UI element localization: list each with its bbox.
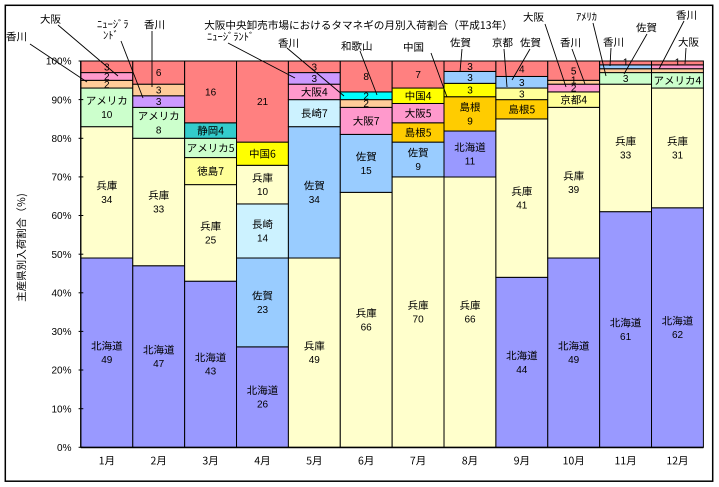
svg-text:7: 7 xyxy=(415,70,421,81)
svg-text:41: 41 xyxy=(516,201,528,212)
svg-text:43: 43 xyxy=(205,367,217,378)
svg-text:3: 3 xyxy=(519,89,525,100)
svg-text:2: 2 xyxy=(571,84,577,95)
svg-text:2: 2 xyxy=(363,91,369,102)
svg-text:26: 26 xyxy=(257,400,269,411)
svg-text:10: 10 xyxy=(257,187,269,198)
svg-text:25: 25 xyxy=(205,235,217,246)
svg-text:3: 3 xyxy=(519,78,525,89)
svg-text:1: 1 xyxy=(571,76,577,87)
svg-text:1: 1 xyxy=(675,58,681,69)
svg-text:2: 2 xyxy=(363,99,369,110)
svg-text:9: 9 xyxy=(415,162,421,173)
svg-text:60%: 60% xyxy=(51,211,71,222)
svg-text:34: 34 xyxy=(101,195,113,206)
svg-text:10%: 10% xyxy=(51,404,71,415)
svg-text:33: 33 xyxy=(153,205,165,216)
svg-text:8: 8 xyxy=(363,72,369,83)
svg-text:5: 5 xyxy=(571,66,577,77)
svg-text:49: 49 xyxy=(568,355,580,366)
svg-text:16: 16 xyxy=(205,88,217,99)
svg-text:14: 14 xyxy=(257,234,269,245)
svg-text:66: 66 xyxy=(361,322,373,333)
svg-text:8: 8 xyxy=(156,125,162,136)
svg-text:39: 39 xyxy=(568,185,580,196)
svg-text:2: 2 xyxy=(104,72,110,83)
svg-text:0%: 0% xyxy=(57,443,72,454)
svg-text:15: 15 xyxy=(361,166,373,177)
svg-text:47: 47 xyxy=(153,359,165,370)
svg-text:62: 62 xyxy=(672,330,684,341)
svg-text:70%: 70% xyxy=(51,173,71,184)
svg-text:20%: 20% xyxy=(51,366,71,377)
svg-text:9: 9 xyxy=(467,116,473,127)
svg-text:70: 70 xyxy=(413,315,425,326)
svg-text:3: 3 xyxy=(156,97,162,108)
svg-text:100%: 100% xyxy=(46,57,72,68)
svg-text:21: 21 xyxy=(257,97,269,108)
svg-text:66: 66 xyxy=(464,315,476,326)
svg-text:3: 3 xyxy=(623,74,629,85)
svg-text:80%: 80% xyxy=(51,134,71,145)
svg-text:11: 11 xyxy=(465,157,476,168)
svg-text:4: 4 xyxy=(519,64,525,75)
svg-text:3: 3 xyxy=(467,73,473,84)
svg-text:61: 61 xyxy=(620,332,632,343)
svg-text:3: 3 xyxy=(312,62,318,73)
svg-text:2: 2 xyxy=(104,80,110,91)
svg-text:10: 10 xyxy=(101,110,113,121)
svg-text:23: 23 xyxy=(257,305,269,316)
svg-text:40%: 40% xyxy=(51,289,71,300)
svg-text:44: 44 xyxy=(516,365,528,376)
svg-text:31: 31 xyxy=(672,150,684,161)
svg-text:50%: 50% xyxy=(51,250,71,261)
svg-text:3: 3 xyxy=(312,74,318,85)
svg-text:3: 3 xyxy=(104,62,110,73)
svg-text:33: 33 xyxy=(620,150,632,161)
svg-text:30%: 30% xyxy=(51,327,71,338)
svg-text:34: 34 xyxy=(309,195,321,206)
svg-text:1: 1 xyxy=(623,58,629,69)
svg-text:90%: 90% xyxy=(51,95,71,106)
svg-text:3: 3 xyxy=(156,86,162,97)
svg-text:3: 3 xyxy=(467,86,473,97)
svg-text:3: 3 xyxy=(467,62,473,73)
svg-text:49: 49 xyxy=(309,355,321,366)
svg-text:6: 6 xyxy=(156,68,162,79)
svg-text:49: 49 xyxy=(101,355,113,366)
